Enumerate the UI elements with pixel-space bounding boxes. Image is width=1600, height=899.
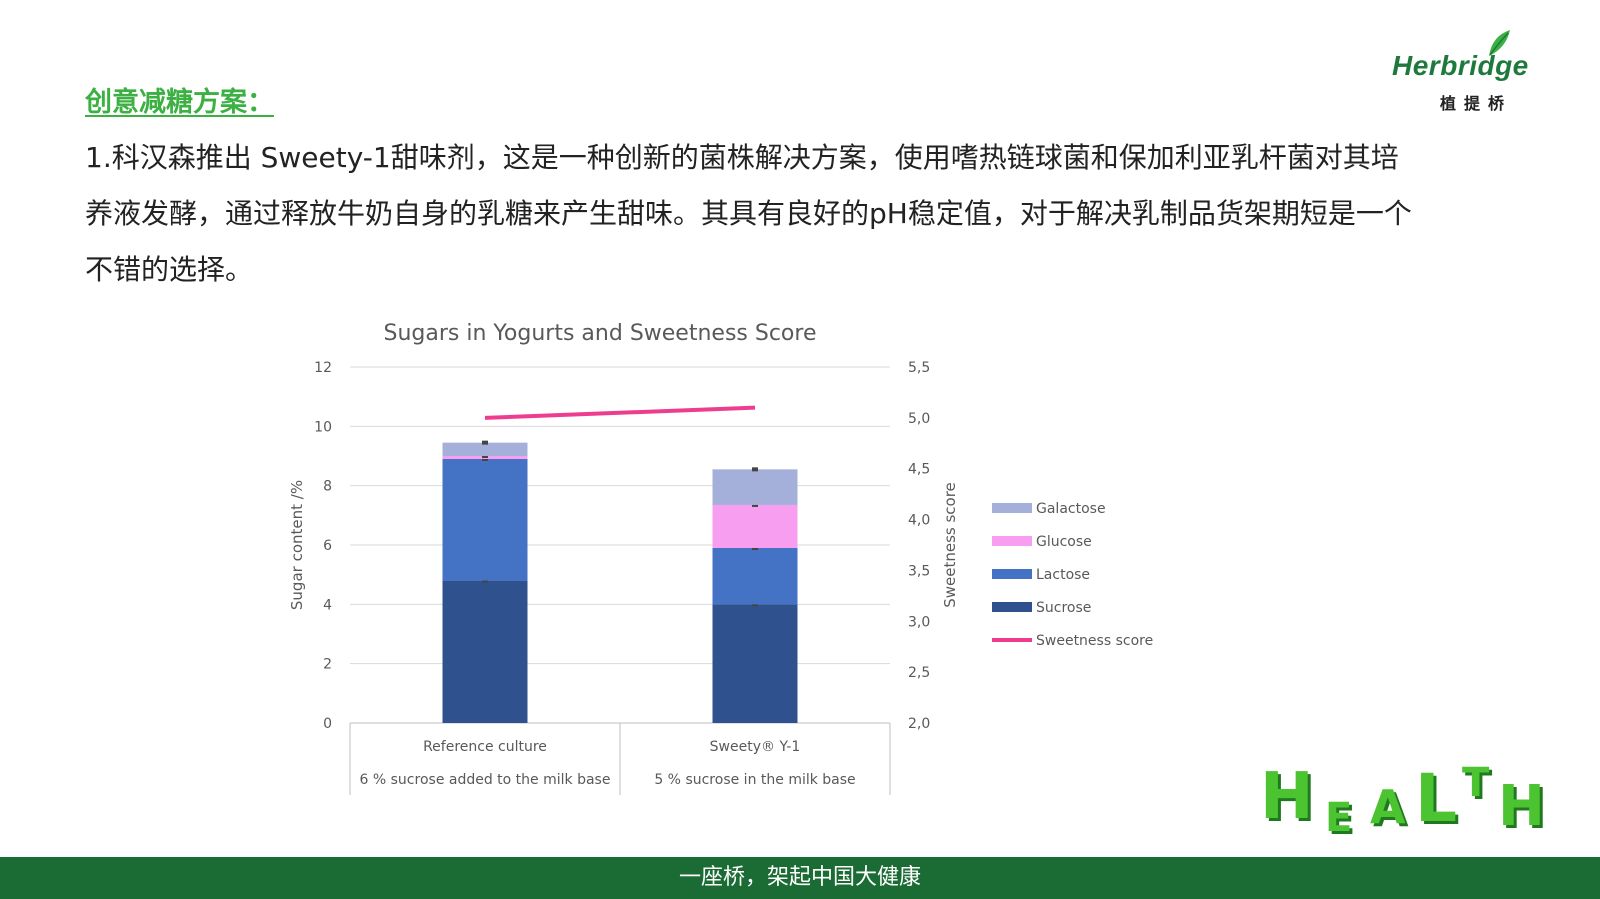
chart-svg: Sugars in Yogurts and Sweetness Score 0 2 4… [288,321,1153,795]
footer-banner: 一座桥，架起中国大健康 [0,857,1600,899]
sweetness-line [484,405,756,420]
category-label: Sweety® Y-1 [710,739,801,755]
bar-segment-galactose [712,469,798,505]
legend-swatch [992,536,1032,546]
y2-tick-label: 3,0 [908,614,930,630]
y2-tick-label: 4,5 [908,462,930,478]
y-tick-label: 2 [323,657,332,673]
bar-segment-galactose [442,442,528,456]
health-letter-h1: H [1260,760,1314,834]
y2-tick-label: 5,0 [908,411,930,427]
error-bar [482,456,488,461]
section-heading: 创意减糖方案： [85,87,274,118]
y-tick-label: 0 [323,716,332,732]
logo-wordmark: Herbridge [1392,50,1529,81]
category-label: Reference culture [423,739,547,755]
bar-segment-sucrose [712,604,798,723]
error-bar [752,545,758,550]
error-bar [482,440,488,445]
health-letter-a: A [1370,780,1406,834]
y2-tick-label: 5,5 [908,360,930,376]
health-letter-e: E [1325,795,1353,841]
bar-segment-lactose [442,458,528,581]
category-sublabel: 6 % sucrose added to the milk base [360,772,611,788]
y-tick-label: 8 [323,479,332,495]
y-tick-label: 12 [314,360,332,376]
legend-swatch [992,503,1032,513]
sugar-chart: Sugars in Yogurts and Sweetness Score 0 2 4… [280,300,1200,820]
legend-label: Galactose [1036,501,1106,517]
legend-label: Lactose [1036,567,1090,583]
health-letter-l: L [1415,760,1458,837]
legend-swatch [992,569,1032,579]
legend-label: Sucrose [1036,600,1091,616]
legend-label: Sweetness score [1036,633,1153,649]
y2-tick-label: 3,5 [908,563,930,579]
herbridge-logo: Herbridge 植提桥 [1392,30,1567,120]
y-tick-label: 6 [323,538,332,554]
bar-segment-sucrose [442,580,528,723]
y2-tick-label: 2,0 [908,716,930,732]
leaf-icon [1489,30,1510,56]
health-letter-h2: H [1498,774,1545,839]
description-paragraph: 1.科汉森推出 Sweety-1甜味剂，这是一种创新的菌株解决方案，使用嗜热链球… [85,141,1412,286]
health-letter-t: T [1462,760,1490,806]
legend-swatch [992,602,1032,612]
category-sublabel: 5 % sucrose in the milk base [654,772,855,788]
bar-segment-glucose [712,504,798,548]
y-tick-label: 4 [323,597,332,613]
health-decoration: H E A L T H [1230,760,1570,860]
logo-chinese-name: 植提桥 [1440,94,1513,113]
y2-tick-label: 2,5 [908,665,930,681]
y2-axis-title: Sweetness score [941,482,959,608]
y-axis-title: Sugar content /% [288,480,306,610]
legend-label: Glucose [1036,534,1092,550]
bar-segment-lactose [712,547,798,605]
chart-title: Sugars in Yogurts and Sweetness Score [384,321,817,346]
y-tick-label: 10 [314,419,332,435]
error-bar [752,602,758,607]
y2-tick-label: 4,0 [908,513,930,529]
error-bar [752,467,758,472]
